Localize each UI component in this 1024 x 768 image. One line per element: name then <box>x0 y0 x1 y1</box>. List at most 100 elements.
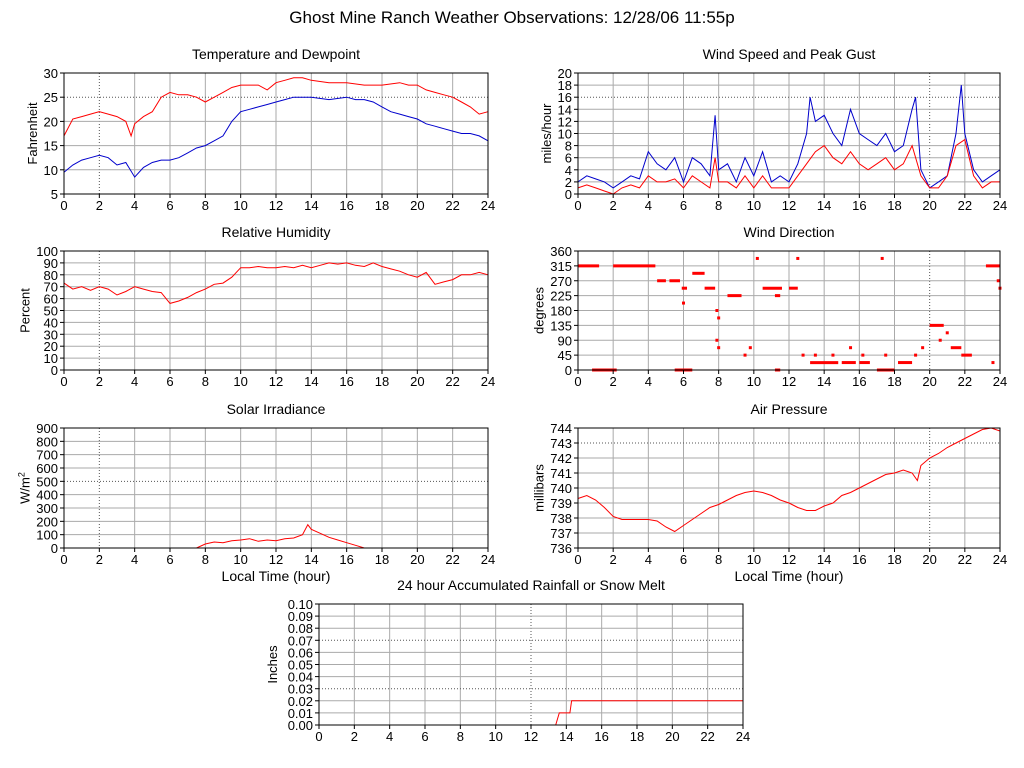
y-tick-label: 300 <box>36 501 58 516</box>
y-tick-label: 70 <box>44 280 58 295</box>
y-tick-label: 5 <box>51 187 58 202</box>
x-tick-label: 6 <box>421 729 428 744</box>
wind-direction-point-12 <box>831 353 835 357</box>
x-tick-label: 12 <box>269 198 283 213</box>
x-tick-label: 18 <box>630 729 644 744</box>
y-tick-label: 0.01 <box>288 706 313 721</box>
y-tick-label: 18 <box>558 78 572 93</box>
x-tick-label: 8 <box>202 552 209 567</box>
x-tick-label: 24 <box>481 198 495 213</box>
x-tick-label: 20 <box>922 374 936 389</box>
wind-direction-title: Wind Direction <box>743 224 834 240</box>
x-tick-label: 2 <box>351 729 358 744</box>
x-tick-label: 18 <box>375 374 389 389</box>
wind-direction-point-1 <box>715 309 719 312</box>
rainfall-chart: 0 2 4 6 8 10 12 14 16 18 20 22 240.000.010.020.030.0… <box>265 577 750 744</box>
y-tick-label: 50 <box>44 304 58 319</box>
y-tick-label: 20 <box>44 339 58 354</box>
wind-direction-chart: 0 2 4 6 8 10 12 14 16 18 20 22 240459013518022527031… <box>532 224 1008 389</box>
pressure-chart: 0 2 4 6 8 10 12 14 16 18 20 22 247367377387397407417… <box>532 401 1008 584</box>
y-tick-label: 741 <box>550 466 572 481</box>
humidity-title: Relative Humidity <box>222 224 331 240</box>
y-tick-label: 100 <box>36 244 58 259</box>
pressure-ylabel: millibars <box>532 464 547 512</box>
x-tick-label: 18 <box>375 198 389 213</box>
wind-speed-series-0-line <box>577 85 1001 189</box>
y-tick-label: 16 <box>558 90 572 105</box>
y-tick-label: 0 <box>565 187 572 202</box>
y-tick-label: 0.00 <box>288 718 313 733</box>
x-tick-label: 8 <box>457 729 464 744</box>
y-tick-label: 20 <box>44 114 58 129</box>
x-tick-label: 8 <box>715 198 722 213</box>
wind-direction-point-0 <box>682 301 685 305</box>
y-tick-label: 60 <box>44 292 58 307</box>
x-tick-label: 2 <box>610 198 617 213</box>
x-tick-label: 20 <box>410 552 424 567</box>
y-tick-label: 6 <box>565 151 572 166</box>
pressure-title: Air Pressure <box>750 401 827 417</box>
x-tick-label: 16 <box>339 374 353 389</box>
x-tick-label: 24 <box>736 729 750 744</box>
x-tick-label: 22 <box>958 198 972 213</box>
y-tick-label: 10 <box>44 163 58 178</box>
x-tick-label: 4 <box>131 198 138 213</box>
x-tick-label: 8 <box>715 374 722 389</box>
y-tick-label: 0 <box>51 363 58 378</box>
wind-speed-title: Wind Speed and Peak Gust <box>703 46 876 62</box>
solar-series-0-line <box>64 523 488 549</box>
rainfall-title: 24 hour Accumulated Rainfall or Snow Mel… <box>397 577 665 593</box>
x-tick-label: 20 <box>665 729 679 744</box>
x-tick-label: 14 <box>559 729 573 744</box>
wind-direction-point-20 <box>991 361 995 365</box>
x-tick-label: 24 <box>481 552 495 567</box>
x-tick-label: 0 <box>315 729 322 744</box>
y-tick-label: 80 <box>44 268 58 283</box>
y-tick-label: 90 <box>44 256 58 271</box>
y-tick-label: 25 <box>44 90 58 105</box>
x-tick-label: 4 <box>386 729 393 744</box>
wind-direction-point-10 <box>801 353 805 357</box>
wind-direction-point-9 <box>880 256 884 260</box>
y-tick-label: 180 <box>550 304 572 319</box>
x-tick-label: 4 <box>645 374 652 389</box>
x-tick-label: 10 <box>233 198 247 213</box>
x-tick-label: 24 <box>993 374 1007 389</box>
x-tick-label: 0 <box>574 198 581 213</box>
x-tick-label: 6 <box>166 374 173 389</box>
x-tick-label: 10 <box>747 552 761 567</box>
x-tick-label: 0 <box>574 552 581 567</box>
x-tick-label: 20 <box>922 552 936 567</box>
x-tick-label: 2 <box>610 374 617 389</box>
x-tick-label: 24 <box>993 552 1007 567</box>
x-tick-label: 2 <box>96 198 103 213</box>
solar-chart: 0 2 4 6 8 10 12 14 16 18 20 22 240100200300400500600… <box>17 401 496 584</box>
y-tick-label: 736 <box>550 541 572 556</box>
temperature-chart: 0 2 4 6 8 10 12 14 16 18 20 22 2451015202530Temperat… <box>25 46 495 213</box>
x-tick-label: 24 <box>481 374 495 389</box>
rainfall-ylabel: Inches <box>265 645 280 684</box>
wind-direction-ylabel: degrees <box>532 287 547 334</box>
y-tick-label: 0.05 <box>288 658 313 673</box>
x-tick-label: 0 <box>574 374 581 389</box>
y-tick-label: 0.02 <box>288 694 313 709</box>
page-title: Ghost Mine Ranch Weather Observations: 1… <box>289 8 735 27</box>
x-tick-label: 12 <box>269 374 283 389</box>
y-tick-label: 225 <box>550 289 572 304</box>
x-tick-label: 8 <box>715 552 722 567</box>
x-tick-label: 22 <box>445 552 459 567</box>
wind-direction-point-3 <box>715 338 719 342</box>
x-tick-label: 6 <box>680 552 687 567</box>
y-tick-label: 740 <box>550 481 572 496</box>
wind-direction-point-19 <box>945 331 949 335</box>
x-tick-label: 22 <box>700 729 714 744</box>
y-tick-label: 0.06 <box>288 645 313 660</box>
humidity-chart: 0 2 4 6 8 10 12 14 16 18 20 22 240102030405060708090… <box>18 224 496 389</box>
solar-title: Solar Irradiance <box>227 401 326 417</box>
x-tick-label: 0 <box>60 198 67 213</box>
x-tick-label: 10 <box>747 374 761 389</box>
y-tick-label: 0 <box>565 363 572 378</box>
x-tick-label: 20 <box>410 198 424 213</box>
y-tick-label: 8 <box>565 139 572 154</box>
x-tick-label: 6 <box>680 374 687 389</box>
